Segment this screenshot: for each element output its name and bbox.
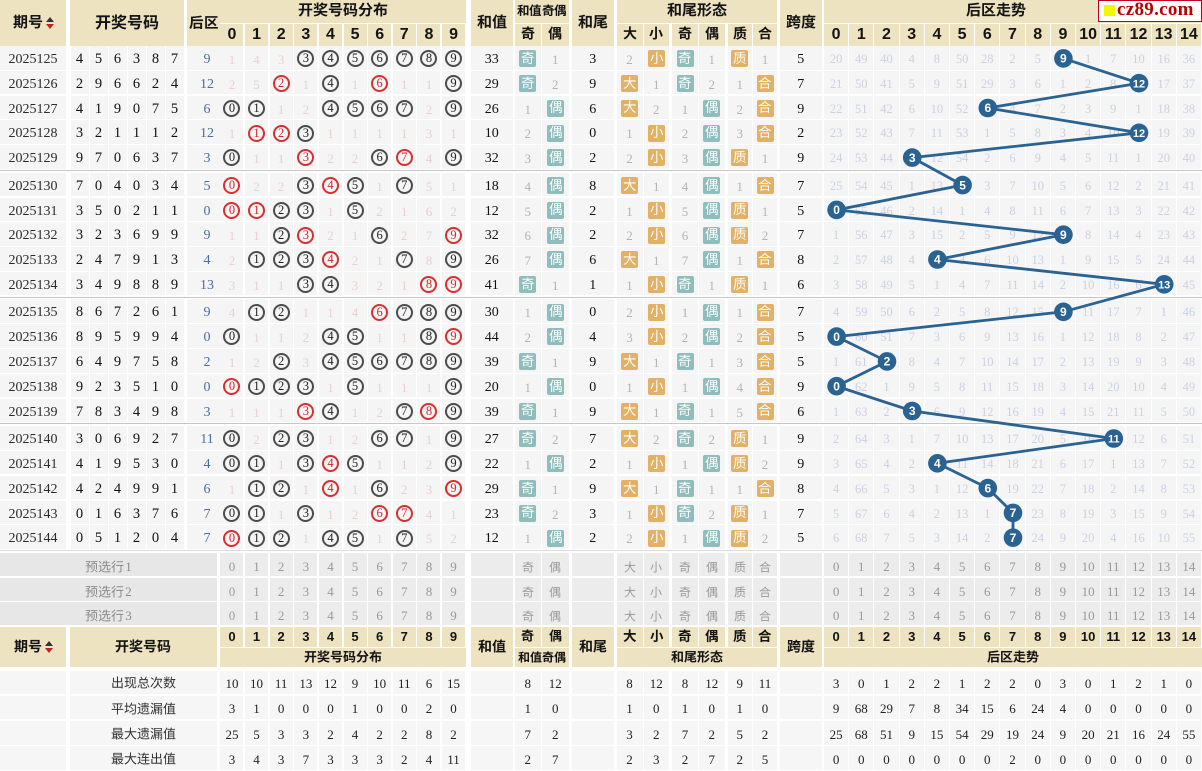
svg-text:12: 12 bbox=[1133, 128, 1145, 140]
svg-text:7: 7 bbox=[1010, 531, 1017, 545]
svg-text:4: 4 bbox=[934, 253, 941, 267]
svg-text:6: 6 bbox=[984, 481, 991, 495]
svg-text:0: 0 bbox=[833, 379, 840, 393]
svg-text:9: 9 bbox=[1060, 52, 1067, 66]
svg-text:6: 6 bbox=[984, 101, 991, 115]
svg-text:11: 11 bbox=[1108, 434, 1120, 446]
svg-text:9: 9 bbox=[1060, 228, 1067, 242]
svg-text:0: 0 bbox=[833, 203, 840, 217]
svg-text:12: 12 bbox=[1133, 78, 1145, 90]
svg-text:3: 3 bbox=[909, 404, 916, 418]
svg-text:4: 4 bbox=[934, 457, 941, 471]
svg-text:3: 3 bbox=[909, 151, 916, 165]
svg-text:5: 5 bbox=[959, 178, 966, 192]
svg-text:0: 0 bbox=[833, 330, 840, 344]
svg-text:2: 2 bbox=[884, 355, 891, 369]
svg-text:13: 13 bbox=[1158, 280, 1170, 292]
svg-text:7: 7 bbox=[1010, 506, 1017, 520]
svg-text:9: 9 bbox=[1060, 305, 1067, 319]
